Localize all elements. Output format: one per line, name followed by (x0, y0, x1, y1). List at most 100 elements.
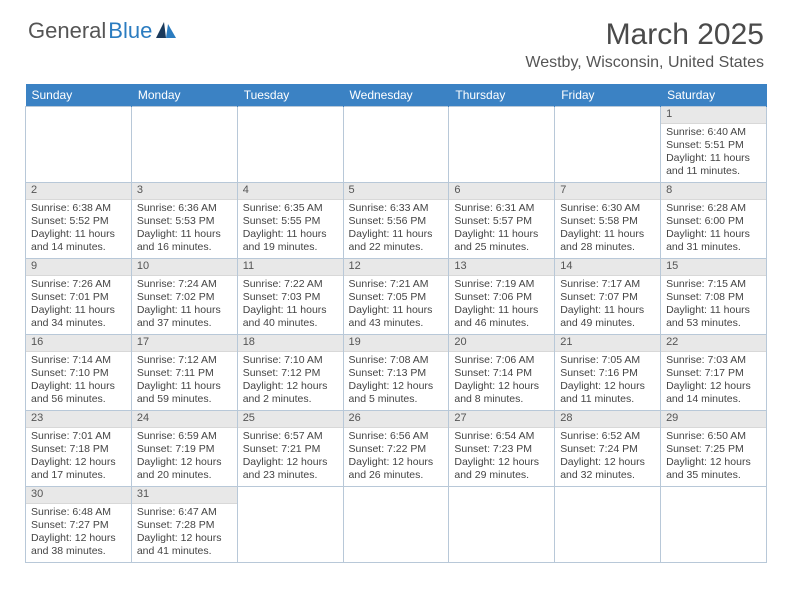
daylight-text: Daylight: 11 hours and 40 minutes. (243, 304, 338, 330)
sunrise-text: Sunrise: 6:28 AM (666, 202, 761, 215)
day-body: Sunrise: 6:54 AMSunset: 7:23 PMDaylight:… (449, 428, 554, 486)
day-body: Sunrise: 6:28 AMSunset: 6:00 PMDaylight:… (661, 200, 766, 258)
calendar-day-cell: 26Sunrise: 6:56 AMSunset: 7:22 PMDayligh… (343, 411, 449, 487)
sunrise-text: Sunrise: 7:06 AM (454, 354, 549, 367)
day-number: 3 (132, 183, 237, 200)
day-body: Sunrise: 6:59 AMSunset: 7:19 PMDaylight:… (132, 428, 237, 486)
day-body: Sunrise: 6:33 AMSunset: 5:56 PMDaylight:… (344, 200, 449, 258)
calendar-empty-cell (449, 487, 555, 563)
sunrise-text: Sunrise: 6:50 AM (666, 430, 761, 443)
calendar-day-cell: 20Sunrise: 7:06 AMSunset: 7:14 PMDayligh… (449, 335, 555, 411)
sunrise-text: Sunrise: 6:52 AM (560, 430, 655, 443)
day-body: Sunrise: 7:24 AMSunset: 7:02 PMDaylight:… (132, 276, 237, 334)
day-number: 29 (661, 411, 766, 428)
sunset-text: Sunset: 7:02 PM (137, 291, 232, 304)
day-number: 31 (132, 487, 237, 504)
weekday-header: Saturday (661, 84, 767, 107)
calendar-day-cell: 24Sunrise: 6:59 AMSunset: 7:19 PMDayligh… (131, 411, 237, 487)
calendar-day-cell: 5Sunrise: 6:33 AMSunset: 5:56 PMDaylight… (343, 183, 449, 259)
sunset-text: Sunset: 7:01 PM (31, 291, 126, 304)
daylight-text: Daylight: 12 hours and 5 minutes. (349, 380, 444, 406)
day-body: Sunrise: 6:57 AMSunset: 7:21 PMDaylight:… (238, 428, 343, 486)
sunrise-text: Sunrise: 7:12 AM (137, 354, 232, 367)
day-number: 2 (26, 183, 131, 200)
calendar-day-cell: 2Sunrise: 6:38 AMSunset: 5:52 PMDaylight… (26, 183, 132, 259)
sunrise-text: Sunrise: 7:21 AM (349, 278, 444, 291)
day-number: 25 (238, 411, 343, 428)
daylight-text: Daylight: 11 hours and 59 minutes. (137, 380, 232, 406)
calendar-day-cell: 6Sunrise: 6:31 AMSunset: 5:57 PMDaylight… (449, 183, 555, 259)
calendar-day-cell: 3Sunrise: 6:36 AMSunset: 5:53 PMDaylight… (131, 183, 237, 259)
day-body: Sunrise: 6:47 AMSunset: 7:28 PMDaylight:… (132, 504, 237, 562)
day-body: Sunrise: 7:19 AMSunset: 7:06 PMDaylight:… (449, 276, 554, 334)
calendar-day-cell: 14Sunrise: 7:17 AMSunset: 7:07 PMDayligh… (555, 259, 661, 335)
sunset-text: Sunset: 7:16 PM (560, 367, 655, 380)
day-number: 12 (344, 259, 449, 276)
day-body: Sunrise: 6:40 AMSunset: 5:51 PMDaylight:… (661, 124, 766, 182)
day-body: Sunrise: 6:35 AMSunset: 5:55 PMDaylight:… (238, 200, 343, 258)
day-number: 30 (26, 487, 131, 504)
daylight-text: Daylight: 12 hours and 2 minutes. (243, 380, 338, 406)
day-body: Sunrise: 7:05 AMSunset: 7:16 PMDaylight:… (555, 352, 660, 410)
logo: GeneralBlue (28, 18, 176, 44)
daylight-text: Daylight: 12 hours and 8 minutes. (454, 380, 549, 406)
sunrise-text: Sunrise: 6:36 AM (137, 202, 232, 215)
calendar-day-cell: 10Sunrise: 7:24 AMSunset: 7:02 PMDayligh… (131, 259, 237, 335)
calendar-day-cell: 13Sunrise: 7:19 AMSunset: 7:06 PMDayligh… (449, 259, 555, 335)
calendar-day-cell: 9Sunrise: 7:26 AMSunset: 7:01 PMDaylight… (26, 259, 132, 335)
day-body: Sunrise: 7:01 AMSunset: 7:18 PMDaylight:… (26, 428, 131, 486)
sunset-text: Sunset: 5:55 PM (243, 215, 338, 228)
calendar-day-cell: 27Sunrise: 6:54 AMSunset: 7:23 PMDayligh… (449, 411, 555, 487)
sunrise-text: Sunrise: 7:17 AM (560, 278, 655, 291)
day-body: Sunrise: 6:48 AMSunset: 7:27 PMDaylight:… (26, 504, 131, 562)
day-number: 18 (238, 335, 343, 352)
calendar-week-row: 16Sunrise: 7:14 AMSunset: 7:10 PMDayligh… (26, 335, 767, 411)
sunrise-text: Sunrise: 6:56 AM (349, 430, 444, 443)
weekday-header: Tuesday (237, 84, 343, 107)
sunrise-text: Sunrise: 6:48 AM (31, 506, 126, 519)
calendar-empty-cell (26, 107, 132, 183)
day-number: 1 (661, 107, 766, 124)
calendar-header-row: SundayMondayTuesdayWednesdayThursdayFrid… (26, 84, 767, 107)
sunrise-text: Sunrise: 7:26 AM (31, 278, 126, 291)
calendar-day-cell: 25Sunrise: 6:57 AMSunset: 7:21 PMDayligh… (237, 411, 343, 487)
sunrise-text: Sunrise: 7:05 AM (560, 354, 655, 367)
daylight-text: Daylight: 11 hours and 31 minutes. (666, 228, 761, 254)
daylight-text: Daylight: 11 hours and 46 minutes. (454, 304, 549, 330)
logo-text-blue: Blue (108, 18, 152, 44)
daylight-text: Daylight: 11 hours and 28 minutes. (560, 228, 655, 254)
day-body: Sunrise: 7:12 AMSunset: 7:11 PMDaylight:… (132, 352, 237, 410)
day-body: Sunrise: 6:36 AMSunset: 5:53 PMDaylight:… (132, 200, 237, 258)
daylight-text: Daylight: 11 hours and 43 minutes. (349, 304, 444, 330)
day-number: 20 (449, 335, 554, 352)
daylight-text: Daylight: 11 hours and 34 minutes. (31, 304, 126, 330)
calendar-empty-cell (449, 107, 555, 183)
sunset-text: Sunset: 7:08 PM (666, 291, 761, 304)
sunset-text: Sunset: 5:53 PM (137, 215, 232, 228)
calendar-day-cell: 15Sunrise: 7:15 AMSunset: 7:08 PMDayligh… (661, 259, 767, 335)
sunset-text: Sunset: 5:58 PM (560, 215, 655, 228)
sunrise-text: Sunrise: 7:08 AM (349, 354, 444, 367)
sunrise-text: Sunrise: 7:22 AM (243, 278, 338, 291)
daylight-text: Daylight: 11 hours and 11 minutes. (666, 152, 761, 178)
day-number: 14 (555, 259, 660, 276)
calendar-day-cell: 18Sunrise: 7:10 AMSunset: 7:12 PMDayligh… (237, 335, 343, 411)
day-body: Sunrise: 6:52 AMSunset: 7:24 PMDaylight:… (555, 428, 660, 486)
sunrise-text: Sunrise: 6:31 AM (454, 202, 549, 215)
calendar-day-cell: 29Sunrise: 6:50 AMSunset: 7:25 PMDayligh… (661, 411, 767, 487)
sunset-text: Sunset: 7:21 PM (243, 443, 338, 456)
day-body: Sunrise: 7:17 AMSunset: 7:07 PMDaylight:… (555, 276, 660, 334)
daylight-text: Daylight: 11 hours and 49 minutes. (560, 304, 655, 330)
sunrise-text: Sunrise: 7:10 AM (243, 354, 338, 367)
calendar-day-cell: 28Sunrise: 6:52 AMSunset: 7:24 PMDayligh… (555, 411, 661, 487)
sunrise-text: Sunrise: 6:30 AM (560, 202, 655, 215)
sunset-text: Sunset: 7:07 PM (560, 291, 655, 304)
day-number: 16 (26, 335, 131, 352)
sunset-text: Sunset: 7:27 PM (31, 519, 126, 532)
calendar-week-row: 23Sunrise: 7:01 AMSunset: 7:18 PMDayligh… (26, 411, 767, 487)
calendar-week-row: 30Sunrise: 6:48 AMSunset: 7:27 PMDayligh… (26, 487, 767, 563)
daylight-text: Daylight: 12 hours and 11 minutes. (560, 380, 655, 406)
sunset-text: Sunset: 5:52 PM (31, 215, 126, 228)
day-body: Sunrise: 7:14 AMSunset: 7:10 PMDaylight:… (26, 352, 131, 410)
day-number: 24 (132, 411, 237, 428)
